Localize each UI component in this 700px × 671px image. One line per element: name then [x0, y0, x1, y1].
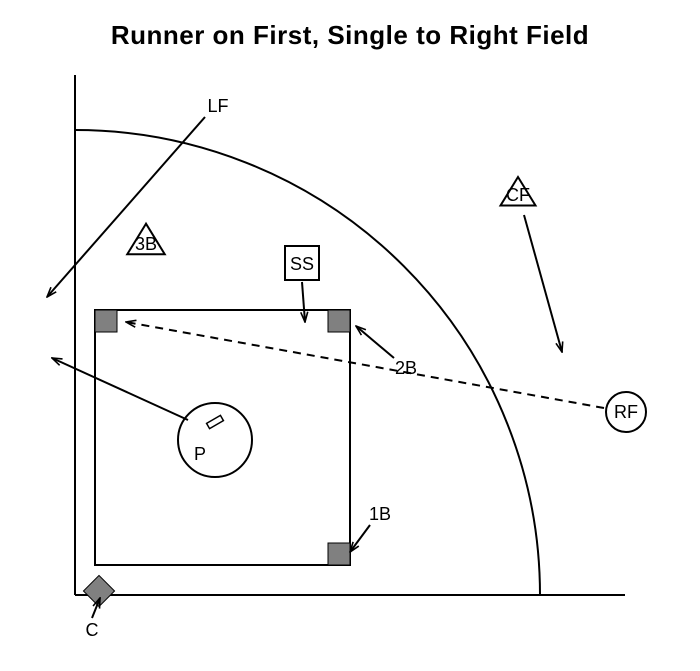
ss-label: SS	[290, 254, 314, 274]
2b-arrow	[356, 326, 394, 358]
1b-arrow	[350, 525, 370, 552]
cf-label: CF	[506, 185, 530, 205]
pitcher-label: P	[194, 444, 206, 464]
lf-label: LF	[207, 96, 228, 116]
outfield-arc	[75, 130, 540, 595]
second-base-label: 2B	[395, 358, 417, 378]
first-base	[328, 543, 350, 565]
third-base	[95, 310, 117, 332]
cf-arrow	[524, 215, 562, 352]
p-arrow	[52, 358, 188, 420]
catcher-label: C	[86, 620, 99, 640]
third-base-label: 3B	[135, 234, 157, 254]
ss-arrow	[302, 282, 305, 322]
rf-label: RF	[614, 402, 638, 422]
pitchers-mound	[178, 403, 252, 477]
lf-arrow	[47, 117, 205, 297]
throw-arrow	[126, 322, 604, 408]
infield-square	[95, 310, 350, 565]
pitching-rubber	[207, 415, 224, 428]
second-base	[328, 310, 350, 332]
field-diagram: LF CF RF 3B SS 2B 1B P C	[0, 0, 700, 671]
first-base-label: 1B	[369, 504, 391, 524]
